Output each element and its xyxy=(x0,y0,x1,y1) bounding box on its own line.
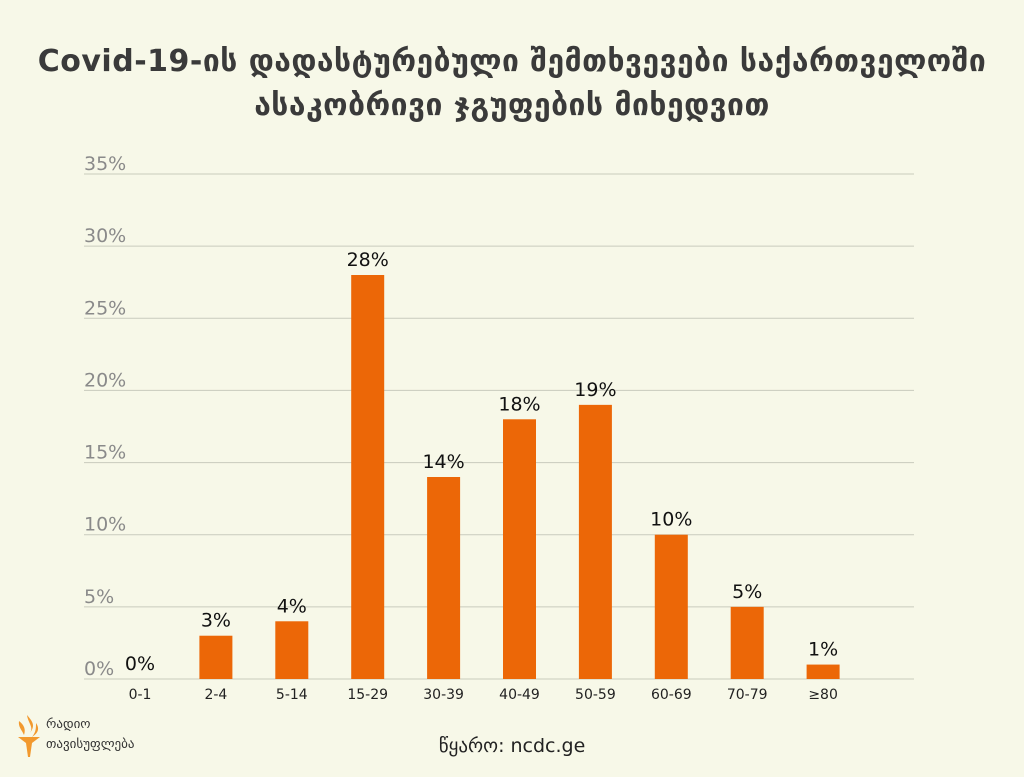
bar-60-69 xyxy=(654,534,688,679)
bar-70-79 xyxy=(730,606,764,679)
bar-≥80 xyxy=(806,664,840,679)
bar-15-29 xyxy=(351,275,385,679)
x-tick-label-40-49: 40-49 xyxy=(499,687,540,703)
x-tick-label-50-59: 50-59 xyxy=(575,687,616,703)
value-label-40-49: 18% xyxy=(498,393,540,415)
bar-30-39 xyxy=(427,477,461,679)
x-tick-label-≥80: ≥80 xyxy=(808,687,838,703)
value-label-70-79: 5% xyxy=(732,581,762,603)
x-tick-label-5-14: 5-14 xyxy=(276,687,308,703)
y-tick-label-15: 15% xyxy=(84,442,126,464)
source-note: წყარო: ncdc.ge xyxy=(438,735,586,757)
value-label-≥80: 1% xyxy=(808,639,838,661)
y-tick-label-20: 20% xyxy=(84,369,126,391)
value-label-0-1: 0% xyxy=(125,653,155,675)
y-tick-label-30: 30% xyxy=(84,225,126,247)
logo-text-line-2: თავისუფლება xyxy=(46,737,135,752)
x-tick-label-15-29: 15-29 xyxy=(347,687,388,703)
radio-liberty-logo[interactable]: რადიო თავისუფლება xyxy=(14,713,194,763)
y-tick-label-5: 5% xyxy=(84,586,114,608)
bar-40-49 xyxy=(503,419,536,679)
value-label-30-39: 14% xyxy=(422,451,464,473)
x-tick-label-60-69: 60-69 xyxy=(651,687,692,703)
y-tick-label-35: 35% xyxy=(84,153,126,175)
bar-5-14 xyxy=(275,621,309,679)
x-tick-label-0-1: 0-1 xyxy=(129,687,152,703)
value-label-2-4: 3% xyxy=(201,610,231,632)
value-label-60-69: 10% xyxy=(650,509,692,531)
chart-title-line-2: ასაკობრივი ჯგუფების მიხედვით xyxy=(254,88,770,123)
y-tick-label-0: 0% xyxy=(84,658,114,680)
chart-title-line-1: Covid-19-ის დადასტურებული შემთხვევები სა… xyxy=(37,44,987,79)
logo-text-line-1: რადიო xyxy=(46,717,91,732)
x-tick-label-70-79: 70-79 xyxy=(727,687,768,703)
bar-50-59 xyxy=(578,404,612,679)
x-tick-label-2-4: 2-4 xyxy=(204,687,227,703)
torch-icon xyxy=(18,715,40,757)
value-label-50-59: 19% xyxy=(574,379,616,401)
y-tick-label-25: 25% xyxy=(84,297,126,319)
y-tick-label-10: 10% xyxy=(84,514,126,536)
x-tick-label-30-39: 30-39 xyxy=(423,687,464,703)
value-label-15-29: 28% xyxy=(347,249,389,271)
bar-2-4 xyxy=(199,635,233,679)
value-label-5-14: 4% xyxy=(277,595,307,617)
